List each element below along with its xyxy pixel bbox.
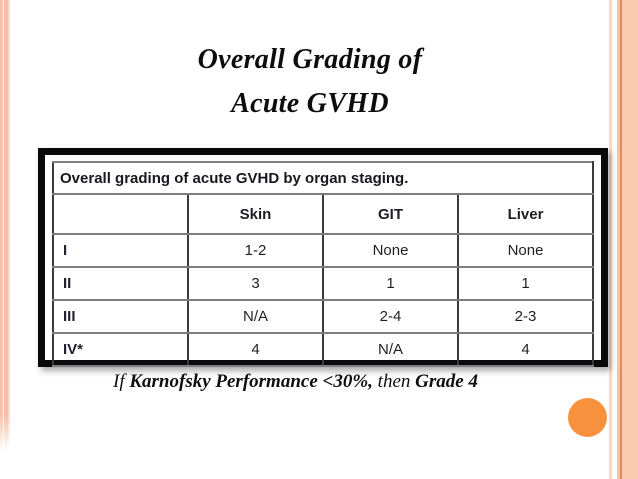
table-cell: 1-2 — [187, 233, 324, 268]
table-cell: 1 — [322, 266, 459, 301]
left-stripe-3 — [8, 0, 10, 458]
right-stripe-1 — [609, 0, 612, 479]
title-line-2: Acute GVHD — [231, 88, 389, 119]
title-line-1: Overall Grading of — [197, 44, 423, 75]
column-header-git: GIT — [322, 193, 459, 235]
row-label: I — [52, 233, 189, 268]
column-header-blank — [52, 193, 189, 235]
table-cell: N/A — [187, 299, 324, 334]
left-stripe-1 — [0, 0, 3, 458]
footnote-segment: then — [372, 371, 416, 392]
row-label: II — [52, 266, 189, 301]
left-stripes-fade — [0, 415, 12, 460]
circle-decoration — [568, 398, 607, 437]
left-stripe-gap — [2, 0, 4, 458]
table-row: I 1-2 None None — [52, 233, 594, 268]
table-cell: 4 — [187, 332, 324, 367]
right-border-stripes — [609, 0, 638, 479]
grading-table: Overall grading of acute GVHD by organ s… — [52, 161, 594, 367]
row-label: IV* — [52, 332, 189, 367]
table-cell: 4 — [457, 332, 594, 367]
table-row: II 3 1 1 — [52, 266, 594, 301]
footnote-bold-segment: Karnofsky Performance <30%, — [129, 371, 373, 392]
table-cell: N/A — [322, 332, 459, 367]
column-header-liver: Liver — [457, 193, 594, 235]
table-row: III N/A 2-4 2-3 — [52, 299, 594, 334]
table-cell: 2-3 — [457, 299, 594, 334]
column-header-skin: Skin — [187, 193, 324, 235]
right-stripe-accent-line — [619, 0, 622, 479]
left-border-stripes — [0, 0, 11, 458]
table-header-row: Skin GIT Liver — [52, 193, 594, 235]
karnofsky-footnote: If Karnofsky Performance <30%, then Grad… — [113, 371, 478, 393]
page-title: Overall Grading of Acute GVHD — [11, 38, 609, 126]
footnote-bold-segment: Grade 4 — [415, 371, 478, 392]
table-cell: None — [457, 233, 594, 268]
table-cell: None — [322, 233, 459, 268]
table-caption: Overall grading of acute GVHD by organ s… — [52, 161, 594, 195]
table-row: IV* 4 N/A 4 — [52, 332, 594, 367]
right-stripe-wide — [622, 0, 638, 479]
left-stripe-2 — [4, 0, 8, 458]
table-cell: 2-4 — [322, 299, 459, 334]
row-label: III — [52, 299, 189, 334]
table-cell: 3 — [187, 266, 324, 301]
grading-table-frame: Overall grading of acute GVHD by organ s… — [38, 148, 608, 367]
footnote-segment: If — [113, 371, 130, 392]
right-stripe-2 — [616, 0, 620, 479]
table-caption-row: Overall grading of acute GVHD by organ s… — [52, 161, 594, 195]
right-stripe-gap — [612, 0, 617, 479]
table-cell: 1 — [457, 266, 594, 301]
